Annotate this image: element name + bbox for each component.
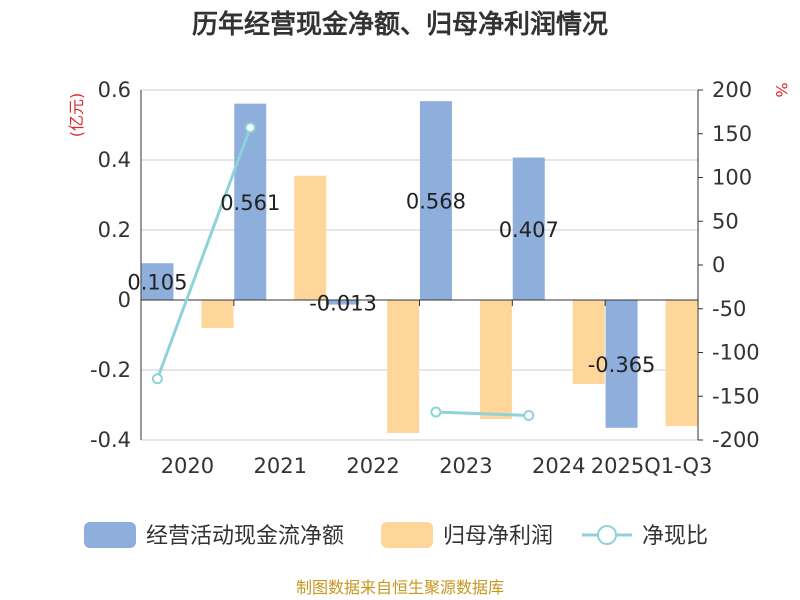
right-tick-label: 100 [712,166,752,190]
right-tick-label: -100 [712,341,760,365]
legend-label-netprofit: 归母净利润 [443,524,553,549]
x-tick-label: 2021 [254,454,307,478]
cashflow-bar [234,103,267,301]
left-tick-label: 0.2 [98,218,131,242]
right-tick-label: 200 [712,78,752,102]
x-tick-label: 2024 [532,454,585,478]
cashflow-data-label: 0.407 [499,218,559,242]
left-axis: -0.4 -0.2 0 0.2 0.4 0.6 [90,78,142,452]
left-tick-label: 0 [118,288,131,312]
cashflow-data-label: -0.365 [588,353,656,377]
cashflow-bar [141,263,174,300]
x-tick-label: 2025Q1-Q3 [591,454,713,478]
left-tick-label: 0.4 [98,148,131,172]
x-axis [140,299,699,306]
ratio-point [244,122,256,134]
netprofit-bar [294,175,327,300]
cashflow-data-label: -0.013 [309,291,377,315]
ratio-line [151,122,535,421]
cashflow-data-label: 0.105 [127,271,187,295]
x-tick-label: 2020 [161,454,214,478]
right-axis-unit: % [772,82,791,97]
legend-marker-ratio [597,525,617,545]
netprofit-bar [665,300,698,426]
right-tick-label: 0 [712,253,725,277]
ratio-point [151,373,163,385]
source-note: 制图数据来自恒生聚源数据库 [296,578,504,597]
x-tick-label: 2022 [346,454,399,478]
left-tick-label: 0.6 [98,78,131,102]
x-axis-labels: 2020 2021 2022 2023 2024 2025Q1-Q3 [161,454,713,478]
ratio-line-segment [435,410,529,417]
legend-swatch-netprofit [381,522,433,548]
left-tick-label: -0.4 [90,428,131,452]
right-tick-label: -50 [712,297,746,321]
grid [141,89,698,441]
netprofit-bar [479,300,512,419]
chart-title: 历年经营现金净额、归母净利润情况 [192,9,608,40]
netprofit-bar [387,300,420,433]
cashflow-bar [419,101,452,300]
netprofit-bar [572,300,605,384]
right-tick-label: 150 [712,122,752,146]
left-tick-label: -0.2 [90,358,131,382]
ratio-point [523,410,535,421]
cashflow-bar [605,300,638,428]
legend-swatch-cashflow [84,522,136,548]
right-tick-label: -150 [712,384,760,408]
netprofit-bar [201,300,234,328]
cashflow-data-label: 0.561 [220,191,280,215]
ratio-point [430,406,442,418]
legend-label-ratio: 净现比 [642,524,708,549]
x-tick-label: 2023 [439,454,492,478]
cashflow-bar [327,300,360,305]
left-axis-unit: (亿元) [67,93,86,138]
cashflow-bar [512,157,545,300]
bars [141,101,698,433]
right-tick-label: 50 [712,209,739,233]
right-tick-label: -200 [712,428,760,452]
legend: 经营活动现金流净额 归母净利润 净现比 [84,522,708,549]
cashflow-data-label: 0.568 [406,190,466,214]
ratio-line-segment [156,127,252,380]
legend-label-cashflow: 经营活动现金流净额 [146,524,344,549]
data-labels: 0.105 0.561 -0.013 0.568 0.407 -0.365 [127,190,655,377]
right-axis: -200 -150 -100 -50 0 50 100 150 200 [697,78,760,452]
